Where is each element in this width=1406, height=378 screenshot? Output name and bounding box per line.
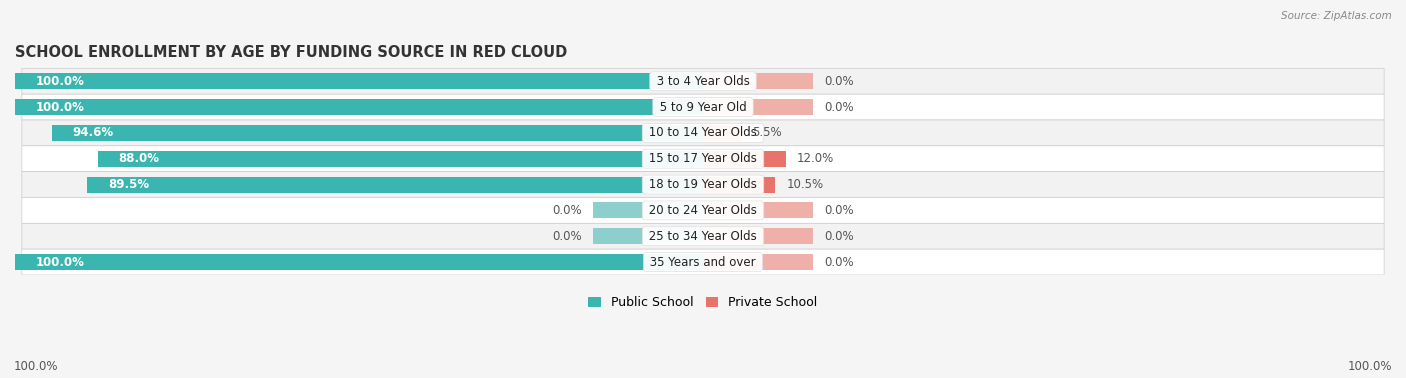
Bar xyxy=(703,151,786,167)
Text: 0.0%: 0.0% xyxy=(553,204,582,217)
Text: 5.5%: 5.5% xyxy=(752,126,782,139)
Bar xyxy=(15,73,703,89)
Text: 0.0%: 0.0% xyxy=(824,75,853,88)
Text: 15 to 17 Year Olds: 15 to 17 Year Olds xyxy=(645,152,761,165)
Text: 10.5%: 10.5% xyxy=(786,178,824,191)
Text: 100.0%: 100.0% xyxy=(35,75,84,88)
Bar xyxy=(593,228,703,244)
Text: Source: ZipAtlas.com: Source: ZipAtlas.com xyxy=(1281,11,1392,21)
Bar xyxy=(97,151,703,167)
Bar xyxy=(52,125,703,141)
Bar xyxy=(703,99,813,115)
FancyBboxPatch shape xyxy=(22,68,1384,94)
Text: 5 to 9 Year Old: 5 to 9 Year Old xyxy=(655,101,751,114)
Text: 0.0%: 0.0% xyxy=(553,230,582,243)
Bar xyxy=(593,202,703,218)
Text: 100.0%: 100.0% xyxy=(35,256,84,268)
Text: 3 to 4 Year Olds: 3 to 4 Year Olds xyxy=(652,75,754,88)
FancyBboxPatch shape xyxy=(22,120,1384,146)
Text: 0.0%: 0.0% xyxy=(824,101,853,114)
Text: 0.0%: 0.0% xyxy=(824,230,853,243)
Text: 20 to 24 Year Olds: 20 to 24 Year Olds xyxy=(645,204,761,217)
Text: 35 Years and over: 35 Years and over xyxy=(647,256,759,268)
Bar xyxy=(703,177,775,192)
Bar xyxy=(703,228,813,244)
FancyBboxPatch shape xyxy=(22,197,1384,223)
FancyBboxPatch shape xyxy=(22,146,1384,172)
Bar xyxy=(87,177,703,192)
FancyBboxPatch shape xyxy=(22,249,1384,275)
Text: 10 to 14 Year Olds: 10 to 14 Year Olds xyxy=(645,126,761,139)
Text: 0.0%: 0.0% xyxy=(824,256,853,268)
Text: 25 to 34 Year Olds: 25 to 34 Year Olds xyxy=(645,230,761,243)
Text: 100.0%: 100.0% xyxy=(1347,361,1392,373)
Bar xyxy=(703,73,813,89)
FancyBboxPatch shape xyxy=(22,94,1384,120)
Bar xyxy=(703,254,813,270)
Text: 100.0%: 100.0% xyxy=(35,101,84,114)
FancyBboxPatch shape xyxy=(22,223,1384,249)
Bar xyxy=(703,202,813,218)
Text: 18 to 19 Year Olds: 18 to 19 Year Olds xyxy=(645,178,761,191)
Text: 0.0%: 0.0% xyxy=(824,204,853,217)
Bar xyxy=(15,254,703,270)
Text: SCHOOL ENROLLMENT BY AGE BY FUNDING SOURCE IN RED CLOUD: SCHOOL ENROLLMENT BY AGE BY FUNDING SOUR… xyxy=(15,45,567,60)
Text: 89.5%: 89.5% xyxy=(108,178,149,191)
Text: 100.0%: 100.0% xyxy=(14,361,59,373)
Text: 12.0%: 12.0% xyxy=(797,152,834,165)
Legend: Public School, Private School: Public School, Private School xyxy=(583,291,823,314)
Text: 94.6%: 94.6% xyxy=(73,126,114,139)
Text: 88.0%: 88.0% xyxy=(118,152,159,165)
Bar xyxy=(703,125,741,141)
FancyBboxPatch shape xyxy=(22,172,1384,197)
Bar xyxy=(15,99,703,115)
